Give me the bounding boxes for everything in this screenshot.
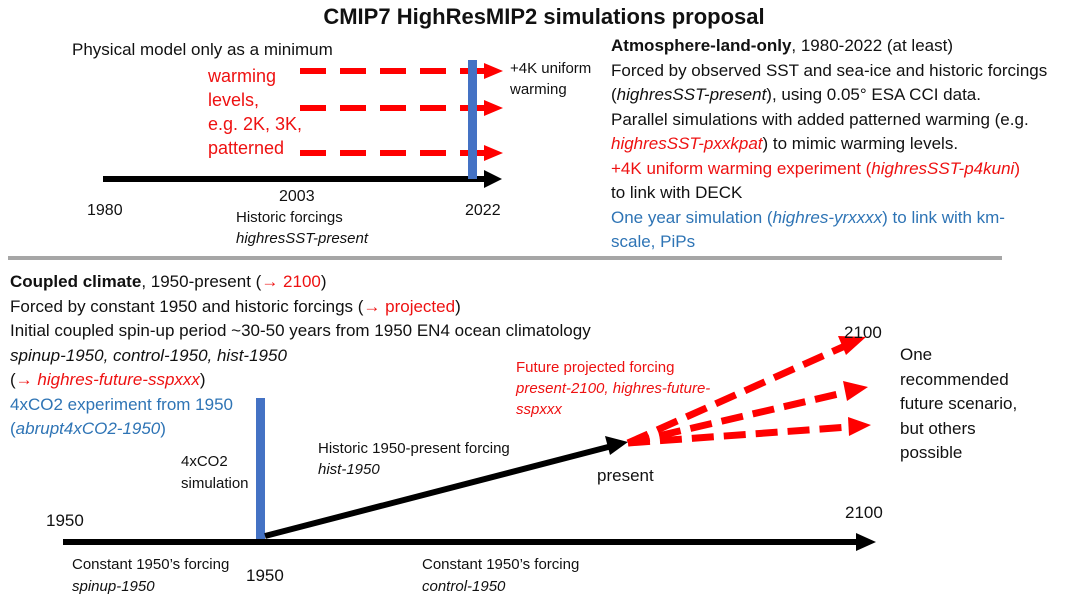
coupled-description: Coupled climate, 1950-present (→ 2100) F… [10,272,591,438]
control-1950-label: control-1950 [422,578,506,595]
atmos-timeline-arrow [103,170,502,188]
year-2100-top: 2100 [844,323,882,342]
year-1980: 1980 [87,202,123,219]
atmos-subtitle: Physical model only as a minimum [72,40,333,59]
abrupt4xco2-bar [256,398,265,541]
present-label: present [597,466,654,485]
uniform-warming-label: +4K uniform warming [510,60,592,98]
warming-levels-label: warming levels, e.g. 2K, 3K, patterned [208,66,303,158]
spinup-1950-label: spinup-1950 [72,578,155,595]
hist-1950-label: hist-1950 [318,461,380,478]
sim-4xco2-label: 4xCO2 simulation [181,453,249,492]
future-scenario-arrows [626,336,871,447]
highressst-present-label: highresSST-present [236,230,369,247]
page-title: CMIP7 HighResMIP2 simulations proposal [323,4,765,29]
year-1950-left: 1950 [46,511,84,530]
future-forcing-label: Future projected forcing present-2100, h… [516,359,711,418]
coupled-timeline-arrow [63,533,876,551]
year-1950-bottom: 1950 [246,566,284,585]
warming-levels-arrows [300,63,503,161]
year-2100-right: 2100 [845,503,883,522]
year-2022: 2022 [465,202,501,219]
hist-forcing-label: Historic 1950-present forcing [318,440,510,457]
hist-forcing-arrow [264,436,628,539]
uniform-warming-bar [468,60,477,179]
constant-forcing-right-label: Constant 1950’s forcing [422,556,580,573]
atmos-description: Atmosphere-land-only, 1980-2022 (at leas… [611,36,1048,251]
recommended-scenario-label: One recommended future scenario, but oth… [900,345,1018,462]
year-2003: 2003 [279,188,315,205]
constant-forcing-left-label: Constant 1950’s forcing [72,556,230,573]
historic-forcings-label: Historic forcings [236,209,343,226]
